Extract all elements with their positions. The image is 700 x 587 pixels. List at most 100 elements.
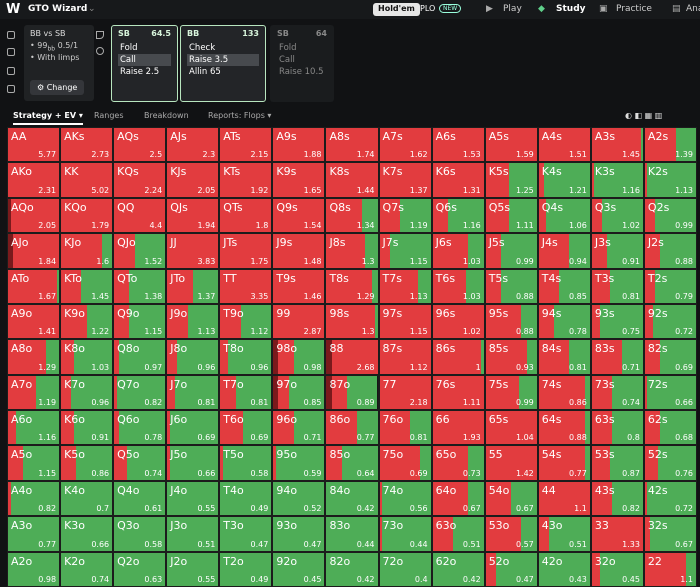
hand-cell[interactable]: T3s 0.81 xyxy=(590,268,644,304)
hand-cell[interactable]: 42s 0.72 xyxy=(643,480,697,517)
action-option[interactable]: Fold xyxy=(120,43,138,53)
hand-cell[interactable]: 72s 0.66 xyxy=(643,374,697,411)
hand-cell[interactable]: K6o 0.91 xyxy=(60,410,114,446)
hand-cell[interactable]: 62s 0.68 xyxy=(643,410,697,446)
hand-cell[interactable]: 63o 0.51 xyxy=(431,516,485,552)
hand-cell[interactable]: 32o 0.45 xyxy=(590,551,644,587)
hand-cell[interactable]: T2s 0.79 xyxy=(643,268,697,304)
hand-cell[interactable]: 64o 0.67 xyxy=(431,480,485,517)
hand-cell[interactable]: T9o 1.12 xyxy=(219,303,273,340)
nav-link[interactable]: Ana xyxy=(686,4,700,14)
hand-cell[interactable]: Q3o 0.58 xyxy=(113,516,167,552)
hand-cell[interactable]: QJs 1.94 xyxy=(166,197,220,234)
hand-cell[interactable]: 97o 0.85 xyxy=(272,374,326,411)
tab[interactable]: Strategy + EV ▾ xyxy=(13,111,83,125)
hand-cell[interactable]: 76o 0.81 xyxy=(378,410,432,446)
hand-cell[interactable]: 77 2.18 xyxy=(378,374,432,411)
hand-cell[interactable]: A2o 0.98 xyxy=(7,551,61,587)
hand-cell[interactable]: KJo 1.6 xyxy=(60,233,114,269)
hand-cell[interactable]: J3s 0.91 xyxy=(590,233,644,269)
tab-label[interactable]: Reports: Flops xyxy=(208,111,265,120)
hand-cell[interactable]: Q8s 1.34 xyxy=(325,197,379,234)
hand-cell[interactable]: K4o 0.7 xyxy=(60,480,114,517)
hand-cell[interactable]: K6s 1.31 xyxy=(431,162,485,198)
hand-cell[interactable]: J9s 1.48 xyxy=(272,233,326,269)
hand-cell[interactable]: 54o 0.67 xyxy=(484,480,538,517)
hand-cell[interactable]: KTs 1.92 xyxy=(219,162,273,198)
action-option[interactable]: Call xyxy=(279,55,295,65)
hand-cell[interactable]: Q2o 0.63 xyxy=(113,551,167,587)
hand-cell[interactable]: 87s 1.12 xyxy=(378,339,432,375)
hand-cell[interactable]: 95o 0.59 xyxy=(272,445,326,481)
hand-cell[interactable]: T3o 0.47 xyxy=(219,516,273,552)
hand-cell[interactable]: TT 3.35 xyxy=(219,268,273,304)
hand-cell[interactable]: J3o 0.51 xyxy=(166,516,220,552)
hand-cell[interactable]: KK 5.02 xyxy=(60,162,114,198)
hand-cell[interactable]: J4o 0.55 xyxy=(166,480,220,517)
hand-cell[interactable]: 87o 0.89 xyxy=(325,374,379,411)
hand-cell[interactable]: AQo 2.05 xyxy=(7,197,61,234)
hand-cell[interactable]: 33 1.33 xyxy=(590,516,644,552)
hand-cell[interactable]: 65s 1.04 xyxy=(484,410,538,446)
hand-cell[interactable]: 53s 0.87 xyxy=(590,445,644,481)
action-option[interactable]: Raise 10.5 xyxy=(279,67,324,77)
action-option[interactable]: Allin 65 xyxy=(189,67,221,77)
hand-cell[interactable]: J6o 0.69 xyxy=(166,410,220,446)
hand-cell[interactable]: T8s 1.29 xyxy=(325,268,379,304)
hand-cell[interactable]: K8o 1.03 xyxy=(60,339,114,375)
hand-cell[interactable]: 73o 0.44 xyxy=(378,516,432,552)
hand-cell[interactable]: A6o 1.16 xyxy=(7,410,61,446)
hand-cell[interactable]: K5s 1.25 xyxy=(484,162,538,198)
hand-cell[interactable]: KTo 1.45 xyxy=(60,268,114,304)
hand-cell[interactable]: T9s 1.46 xyxy=(272,268,326,304)
hand-cell[interactable]: A3s 1.45 xyxy=(590,127,644,163)
hand-cell[interactable]: 65o 0.73 xyxy=(431,445,485,481)
game-tab[interactable]: Hold'em xyxy=(373,3,420,16)
hand-cell[interactable]: Q3s 1.02 xyxy=(590,197,644,234)
icon[interactable] xyxy=(7,67,15,75)
hand-cell[interactable]: J4s 0.94 xyxy=(537,233,591,269)
nav-link[interactable]: Practice xyxy=(616,4,652,14)
hand-cell[interactable]: A8s 1.74 xyxy=(325,127,379,163)
hand-cell[interactable]: AA 5.77 xyxy=(7,127,61,163)
hand-cell[interactable]: T7o 0.81 xyxy=(219,374,273,411)
hand-cell[interactable]: A7s 1.62 xyxy=(378,127,432,163)
hand-cell[interactable]: 97s 1.15 xyxy=(378,303,432,340)
hand-cell[interactable]: 82o 0.42 xyxy=(325,551,379,587)
hand-cell[interactable]: 83s 0.71 xyxy=(590,339,644,375)
hand-cell[interactable]: A4s 1.51 xyxy=(537,127,591,163)
hand-cell[interactable]: KQo 1.79 xyxy=(60,197,114,234)
hand-cell[interactable]: 43o 0.51 xyxy=(537,516,591,552)
info-icon[interactable] xyxy=(96,47,104,55)
hand-cell[interactable]: 99 2.87 xyxy=(272,303,326,340)
hand-cell[interactable]: 95s 0.88 xyxy=(484,303,538,340)
hand-cell[interactable]: QJo 1.52 xyxy=(113,233,167,269)
hand-cell[interactable]: K4s 1.21 xyxy=(537,162,591,198)
tab[interactable]: Breakdown xyxy=(144,111,189,120)
action-option[interactable]: Raise 3.5 xyxy=(187,54,259,66)
hand-cell[interactable]: KQs 2.24 xyxy=(113,162,167,198)
hand-cell[interactable]: 96o 0.71 xyxy=(272,410,326,446)
hand-cell[interactable]: K2o 0.74 xyxy=(60,551,114,587)
hand-cell[interactable]: 98s 1.3 xyxy=(325,303,379,340)
hand-cell[interactable]: J6s 1.03 xyxy=(431,233,485,269)
hand-cell[interactable]: T8o 0.96 xyxy=(219,339,273,375)
hand-cell[interactable]: K9o 1.22 xyxy=(60,303,114,340)
hand-cell[interactable]: K2s 1.13 xyxy=(643,162,697,198)
hand-cell[interactable]: Q7s 1.19 xyxy=(378,197,432,234)
hand-cell[interactable]: AKs 2.73 xyxy=(60,127,114,163)
hand-cell[interactable]: 75s 0.99 xyxy=(484,374,538,411)
hand-cell[interactable]: 62o 0.42 xyxy=(431,551,485,587)
hand-cell[interactable]: T5s 0.88 xyxy=(484,268,538,304)
hand-cell[interactable]: QQ 4.4 xyxy=(113,197,167,234)
hand-cell[interactable]: Q4o 0.61 xyxy=(113,480,167,517)
icon[interactable] xyxy=(7,31,15,39)
hand-cell[interactable]: AKo 2.31 xyxy=(7,162,61,198)
hand-cell[interactable]: 75o 0.69 xyxy=(378,445,432,481)
hand-cell[interactable]: 54s 0.77 xyxy=(537,445,591,481)
action-card[interactable]: SB 64.5 Fold Call Raise 2.5 xyxy=(111,25,178,102)
hand-cell[interactable]: J9o 1.13 xyxy=(166,303,220,340)
hand-cell[interactable]: AQs 2.5 xyxy=(113,127,167,163)
hand-cell[interactable]: 86o 0.77 xyxy=(325,410,379,446)
hand-cell[interactable]: 98o 0.98 xyxy=(272,339,326,375)
